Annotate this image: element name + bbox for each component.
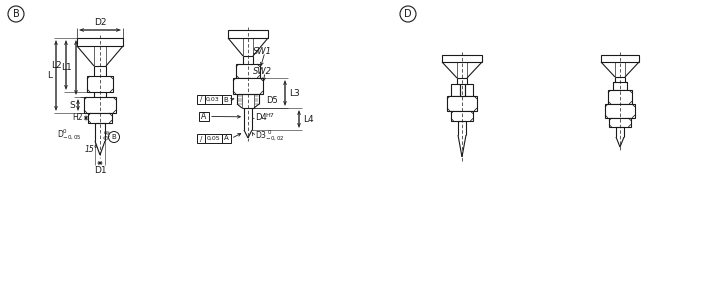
Bar [197,134,205,143]
Bar [197,95,205,104]
Text: 0,05: 0,05 [206,136,220,141]
Bar [608,90,632,104]
Bar [199,112,209,121]
Text: H7: H7 [265,113,274,118]
Bar [87,76,113,92]
Text: B: B [112,134,116,140]
Text: A: A [201,112,206,121]
Bar [205,134,222,143]
Text: 15°: 15° [84,145,98,154]
Text: L3: L3 [289,88,300,98]
Bar [613,82,627,90]
Text: D2: D2 [94,18,106,27]
Bar [447,96,477,111]
Text: /: / [200,136,202,141]
Bar [222,134,231,143]
Bar [77,38,123,46]
Text: D$^0_{-0,05}$: D$^0_{-0,05}$ [57,128,82,142]
Text: /: / [200,96,202,103]
Bar [451,111,473,121]
Text: L: L [47,71,52,80]
Bar [605,104,635,118]
Bar [236,64,260,78]
Bar [465,84,473,96]
Text: L4: L4 [303,115,313,124]
Text: D5: D5 [266,96,278,105]
Bar [205,95,222,104]
Text: 0,8: 0,8 [104,128,112,140]
Bar [451,84,459,96]
Text: 0,03: 0,03 [206,97,220,102]
Bar [601,55,639,62]
Text: D1: D1 [94,166,106,175]
Text: SW2: SW2 [253,67,272,76]
Text: S: S [69,100,75,110]
Text: D3$^{\ 0}_{-0,02}$: D3$^{\ 0}_{-0,02}$ [255,129,285,143]
Text: D4: D4 [255,113,267,122]
Text: B: B [224,96,228,103]
Text: D: D [404,9,411,19]
Bar [233,78,263,94]
Text: A: A [224,136,228,141]
Bar [228,30,268,38]
Text: L1: L1 [61,63,72,72]
Bar [222,95,231,104]
Text: SW1: SW1 [253,47,272,56]
Bar [609,118,631,127]
Bar [88,113,112,123]
Text: B: B [12,9,20,19]
Bar [442,55,482,62]
Text: L2: L2 [52,60,62,70]
Bar [84,97,116,113]
Text: H2: H2 [73,114,83,123]
